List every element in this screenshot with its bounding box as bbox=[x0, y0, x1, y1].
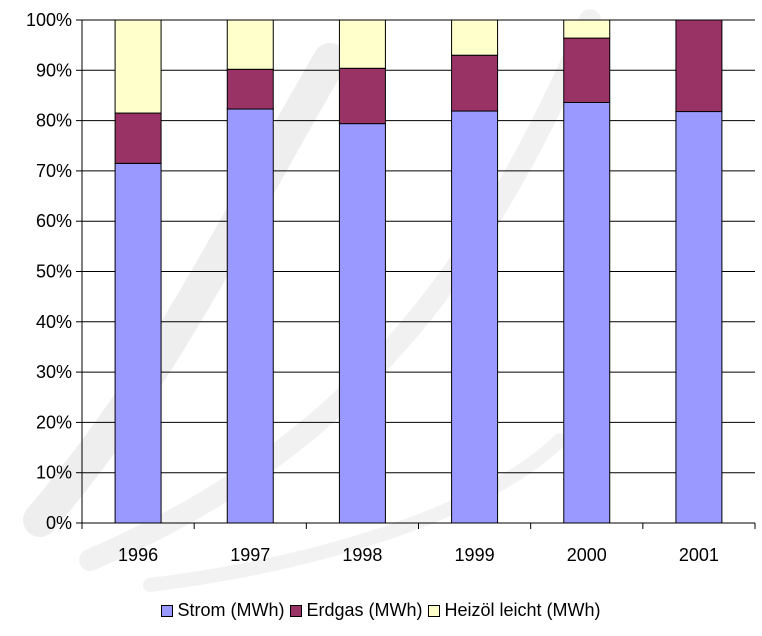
legend-item: Heizöl leicht (MWh) bbox=[428, 600, 601, 621]
bar-segment-2000-2 bbox=[563, 19, 611, 39]
bar-segment-1997-0 bbox=[226, 108, 274, 524]
y-tick-label: 60% bbox=[36, 211, 72, 231]
bar-segment-1999-1 bbox=[451, 54, 499, 112]
legend-swatch bbox=[428, 604, 441, 617]
bar-segment-1998-2 bbox=[338, 19, 386, 69]
y-tick-label: 50% bbox=[36, 262, 72, 282]
x-tick-label: 2000 bbox=[567, 545, 607, 565]
bar-segment-2000-0 bbox=[563, 101, 611, 524]
bar-segment-2000-1 bbox=[563, 37, 611, 103]
legend-item: Strom (MWh) bbox=[161, 600, 284, 621]
axes bbox=[81, 20, 756, 529]
x-tick-label: 1999 bbox=[455, 545, 495, 565]
stacked-bar-chart: 0%10%20%30%40%50%60%70%80%90%100% 1996 19… bbox=[23, 9, 756, 592]
y-tick-label: 70% bbox=[36, 161, 72, 181]
bar-segment-1999-0 bbox=[451, 110, 499, 524]
y-tick-labels: 0% 10% 20% 30% 40% 50% 60% 70% 80% 90% 100% bbox=[26, 10, 72, 533]
bar-segment-1998-0 bbox=[338, 123, 386, 524]
x-tick-labels: 1996 1997 1998 1999 2000 2001 bbox=[118, 545, 719, 565]
x-tick-label: 2001 bbox=[679, 545, 719, 565]
bar-segment-1996-1 bbox=[114, 112, 162, 164]
y-tick-label: 10% bbox=[36, 463, 72, 483]
bars bbox=[114, 19, 723, 524]
y-tick-label: 90% bbox=[36, 60, 72, 80]
bar-segment-2001-0 bbox=[675, 111, 723, 524]
legend-item: Erdgas (MWh) bbox=[290, 600, 422, 621]
bar-segment-1998-1 bbox=[338, 67, 386, 125]
bar-segment-1996-0 bbox=[114, 162, 162, 524]
legend-label: Strom (MWh) bbox=[177, 600, 285, 620]
bar-segment-1997-2 bbox=[226, 19, 274, 70]
y-tick-label: 0% bbox=[46, 513, 72, 533]
legend: Strom (MWh) Erdgas (MWh) Heizöl leicht (MW… bbox=[0, 600, 762, 622]
x-tick-label: 1998 bbox=[342, 545, 382, 565]
bar-segment-1997-1 bbox=[226, 68, 274, 110]
bar-segment-2001-1 bbox=[675, 19, 723, 113]
y-tick-label: 80% bbox=[36, 111, 72, 131]
legend-swatch bbox=[161, 604, 174, 617]
x-tick-label: 1996 bbox=[118, 545, 158, 565]
y-tick-label: 20% bbox=[36, 412, 72, 432]
legend-swatch bbox=[290, 604, 303, 617]
legend-label: Heizöl leicht (MWh) bbox=[444, 600, 601, 620]
legend-label: Erdgas (MWh) bbox=[306, 600, 423, 620]
gridlines bbox=[76, 19, 755, 524]
bar-segment-1996-2 bbox=[114, 19, 162, 114]
bar-segment-1999-2 bbox=[451, 19, 499, 56]
y-tick-label: 40% bbox=[36, 312, 72, 332]
x-tick-label: 1997 bbox=[230, 545, 270, 565]
y-tick-label: 100% bbox=[26, 10, 72, 30]
y-tick-label: 30% bbox=[36, 362, 72, 382]
